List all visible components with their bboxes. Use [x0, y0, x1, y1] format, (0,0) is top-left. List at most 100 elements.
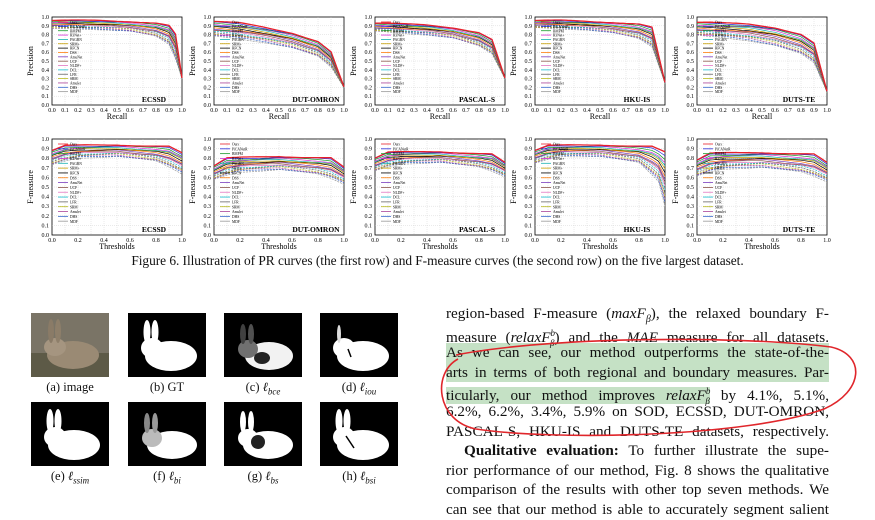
- y-tick-label: 0.2: [687, 214, 695, 220]
- x-tick-label: 0.4: [100, 108, 108, 114]
- curve-ours: [213, 156, 345, 168]
- x-tick-label: 0.5: [596, 108, 604, 114]
- legend-entry: Amulet: [553, 210, 564, 214]
- legend-entry: NLDF+: [715, 64, 726, 68]
- curve-dhs: [374, 161, 506, 176]
- curve-nldf-: [696, 30, 828, 92]
- x-tick-label: 0.0: [693, 238, 701, 244]
- legend-entry: AmuNet: [393, 181, 405, 185]
- curve-lfr: [213, 32, 345, 89]
- legend-entry: Ours: [70, 21, 78, 25]
- y-tick-label: 0.8: [204, 33, 212, 39]
- legend-entry: PAGRN: [393, 162, 405, 166]
- x-tick-label: 1.0: [340, 108, 348, 114]
- y-tick-label: 0.1: [687, 223, 695, 229]
- y-axis-label: F-measure: [26, 170, 35, 204]
- legend-entry: DCL: [70, 68, 77, 72]
- y-tick-label: 0.3: [204, 204, 212, 210]
- y-tick-label: 1.0: [687, 15, 695, 21]
- curve-rfcn: [213, 161, 345, 175]
- legend-entry: Amulet: [393, 82, 404, 86]
- y-tick-label: 0.9: [365, 147, 373, 153]
- curve-mdf: [696, 166, 828, 183]
- y-tick-label: 0.4: [365, 195, 373, 201]
- curve-dcl: [534, 24, 666, 84]
- curve-nldf-: [696, 161, 828, 175]
- dataset-title: PASCAL-S: [459, 225, 495, 234]
- x-tick-label: 1.0: [661, 108, 669, 114]
- y-tick-label: 1.0: [525, 137, 533, 143]
- legend-entry: Ours: [232, 21, 240, 25]
- y-tick-label: 0.2: [204, 214, 212, 220]
- ssim-map: [31, 402, 109, 466]
- legend-entry: PAGRN: [232, 162, 244, 166]
- legend-entry: PAGRN: [715, 162, 727, 166]
- legend-entry: UCF: [393, 60, 400, 64]
- dataset-title: HKU-IS: [624, 95, 651, 104]
- curve-lfr: [51, 26, 183, 80]
- y-tick-label: 0.2: [42, 214, 50, 220]
- x-tick-label: 0.5: [113, 108, 121, 114]
- y-tick-label: 0.7: [365, 166, 373, 172]
- curve-picanetr: [535, 20, 666, 83]
- legend-entry: Amulet: [70, 210, 81, 214]
- y-tick-label: 0.9: [204, 147, 212, 153]
- x-tick-label: 0.0: [693, 108, 701, 114]
- y-tick-label: 0.1: [525, 223, 533, 229]
- text-line-10: comparison of the results with other top…: [446, 481, 829, 499]
- y-tick-label: 0.0: [687, 233, 695, 239]
- x-tick-label: 1.0: [178, 108, 186, 114]
- y-tick-label: 0.4: [687, 68, 695, 74]
- y-tick-label: 0.1: [365, 223, 373, 229]
- figure-6-charts: 0.0 0.1 0.2 0.3 0.4 0.5 0.6 0.7 0.8 0.9 1.0 0.0 0.1 0…: [26, 15, 831, 251]
- legend-entry: LFR: [553, 73, 560, 77]
- legend-entry: SRM+: [553, 42, 563, 46]
- legend-entry: SRM: [715, 205, 723, 209]
- curve-lfr: [51, 152, 183, 170]
- y-tick-label: 0.5: [42, 59, 50, 65]
- x-tick-label: 0.4: [745, 108, 753, 114]
- x-tick-label: 0.2: [236, 238, 244, 244]
- y-tick-label: 0.9: [525, 147, 533, 153]
- label-h: (h) ℓbsi: [342, 469, 376, 486]
- curve-mdf: [534, 27, 666, 84]
- curve-amunet: [213, 161, 345, 177]
- x-tick-label: 0.2: [397, 108, 405, 114]
- legend-entry: NLDF+: [393, 64, 404, 68]
- legend-entry: DSS: [232, 176, 239, 180]
- y-tick-label: 0.9: [687, 147, 695, 153]
- y-tick-label: 0.5: [525, 185, 533, 191]
- legend-entry: SRM+: [70, 167, 80, 171]
- dataset-title: DUTS-TE: [783, 95, 816, 104]
- legend-entry: DHS: [393, 215, 400, 219]
- legend-entry: BMPM: [393, 152, 405, 156]
- curve-lfr: [534, 25, 666, 84]
- x-tick-label: 0.1: [706, 108, 714, 114]
- x-tick-label: 0.4: [262, 238, 270, 244]
- legend-entry: NLDF+: [70, 64, 81, 68]
- curve-rfcn: [696, 157, 828, 171]
- y-tick-label: 1.0: [204, 137, 212, 143]
- y-tick-label: 0.0: [365, 233, 373, 239]
- legend-entry: AmuNet: [553, 55, 565, 59]
- y-tick-label: 0.5: [687, 59, 695, 65]
- y-tick-label: 0.5: [204, 185, 212, 191]
- label-d: (d) ℓiou: [341, 380, 377, 397]
- x-tick-label: 0.8: [797, 238, 805, 244]
- legend-entry: LFR: [393, 73, 400, 77]
- legend-entry: RFCN: [393, 47, 403, 51]
- y-axis-label: Precision: [26, 46, 35, 76]
- x-tick-label: 0.6: [449, 238, 457, 244]
- x-tick-label: 0.8: [475, 238, 483, 244]
- legend-entry: MDF: [553, 220, 561, 224]
- legend-entry: PiCANetR: [715, 25, 731, 29]
- y-tick-label: 0.5: [687, 185, 695, 191]
- legend-entry: NLDF+: [553, 64, 564, 68]
- y-tick-label: 0.7: [204, 41, 212, 47]
- y-tick-label: 0.8: [42, 156, 50, 162]
- x-tick-label: 1.0: [501, 238, 509, 244]
- curve-lfr: [696, 31, 828, 93]
- chart-fm-dut-omron: 0.0 0.1 0.2 0.3 0.4 0.5 0.6 0.7 0.8 0.9 1.0 0.0 0.2 0…: [188, 137, 348, 251]
- curve-r3net-: [213, 24, 345, 88]
- legend-entry: PiCANetR: [70, 25, 86, 29]
